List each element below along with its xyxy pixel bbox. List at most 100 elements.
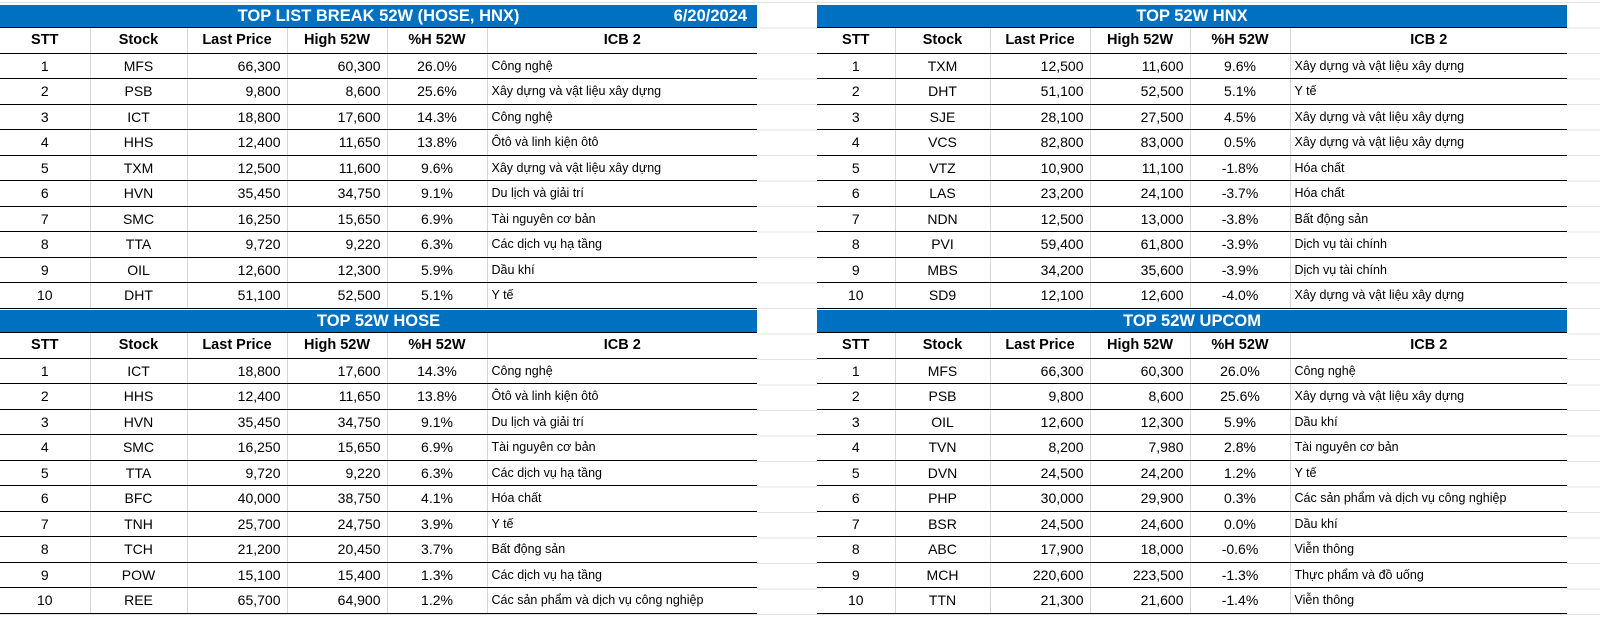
cell-pct-h-52w: 9.1% [386, 180, 487, 207]
cell-last-price: 35,450 [186, 180, 287, 207]
cell-high-52w: 12,300 [1089, 409, 1190, 435]
cell-stock: ICT [89, 358, 187, 384]
cell-stt: 7 [817, 511, 895, 537]
cell-icb2: Viễn thông [1289, 536, 1568, 563]
table-row: 8 TCH 21,200 20,450 3.7% Bất động sản [0, 536, 758, 563]
cell-stock: HVN [89, 409, 187, 435]
cell-high-52w: 12,300 [286, 257, 387, 283]
cell-last-price: 30,000 [989, 485, 1090, 512]
cell-stock: ICT [89, 104, 187, 130]
cell-icb2: Xây dựng và vật liệu xây dựng [1289, 383, 1568, 410]
cell-icb2: Xây dựng và vật liệu xây dựng [1289, 104, 1568, 130]
cell-stt: 10 [0, 587, 90, 614]
cell-last-price: 9,800 [989, 383, 1090, 410]
column-header-stock: Stock [894, 27, 990, 54]
cell-high-52w: 11,100 [1089, 155, 1190, 181]
cell-pct-h-52w: 5.9% [1189, 409, 1290, 435]
cell-stock: MFS [89, 53, 187, 79]
cell-icb2: Bất động sản [1289, 206, 1568, 232]
cell-stock: BSR [894, 511, 990, 537]
cell-stt: 1 [0, 53, 90, 79]
cell-high-52w: 223,500 [1089, 562, 1190, 588]
cell-stock: HHS [89, 383, 187, 410]
table-row: 10 TTN 21,300 21,600 -1.4% Viễn thông [817, 587, 1568, 614]
cell-last-price: 66,300 [186, 53, 287, 79]
cell-last-price: 12,400 [186, 383, 287, 410]
cell-icb2: Hóa chất [1289, 155, 1568, 181]
table-top-hose: TOP 52W HOSE STT Stock Last Price High 52W %H… [0, 310, 758, 614]
cell-icb2: Dịch vụ tài chính [1289, 257, 1568, 283]
table-title-row: TOP 52W HNX [817, 5, 1568, 28]
table-row: 3 OIL 12,600 12,300 5.9% Dầu khí [817, 409, 1568, 435]
cell-stock: PHP [894, 485, 990, 512]
table-row: 9 MBS 34,200 35,600 -3.9% Dịch vụ tài chính [817, 257, 1568, 283]
table-row: 8 ABC 17,900 18,000 -0.6% Viễn thông [817, 536, 1568, 563]
cell-stt: 10 [817, 282, 895, 309]
cell-stt: 6 [0, 180, 90, 207]
cell-stt: 8 [0, 536, 90, 563]
cell-last-price: 24,500 [989, 460, 1090, 486]
cell-high-52w: 9,220 [286, 460, 387, 486]
cell-last-price: 12,500 [186, 155, 287, 181]
cell-stt: 10 [817, 587, 895, 614]
cell-high-52w: 11,600 [286, 155, 387, 181]
table-row: 6 PHP 30,000 29,900 0.3% Các sản phẩm và dịch… [817, 485, 1568, 512]
table-row: 5 DVN 24,500 24,200 1.2% Y tế [817, 460, 1568, 486]
table-row: 1 ICT 18,800 17,600 14.3% Công nghệ [0, 358, 758, 384]
cell-high-52w: 7,980 [1089, 434, 1190, 461]
column-header-pct-h-52w: %H 52W [386, 27, 487, 54]
column-header-row: STT Stock Last Price High 52W %H 52W ICB 2 [817, 27, 1568, 54]
table-title-text: TOP LIST BREAK 52W (HOSE, HNX) [237, 6, 520, 25]
column-header-stt: STT [817, 332, 895, 359]
cell-pct-h-52w: -1.4% [1189, 587, 1290, 614]
table-title: TOP 52W HOSE [0, 310, 758, 333]
cell-last-price: 18,800 [186, 358, 287, 384]
cell-high-52w: 15,650 [286, 206, 387, 232]
cell-stock: TTA [89, 460, 187, 486]
cell-high-52w: 29,900 [1089, 485, 1190, 512]
cell-high-52w: 11,600 [1089, 53, 1190, 79]
cell-stock: TXM [894, 53, 990, 79]
table-title-text: TOP 52W HNX [1136, 6, 1248, 25]
cell-stock: SD9 [894, 282, 990, 309]
cell-icb2: Xây dựng và vật liệu xây dựng [1289, 129, 1568, 156]
table-title-text: TOP 52W HOSE [316, 311, 441, 330]
table-row: 4 VCS 82,800 83,000 0.5% Xây dựng và vật liệu… [817, 129, 1568, 156]
cell-icb2: Bất động sản [486, 536, 758, 563]
table-row: 2 PSB 9,800 8,600 25.6% Xây dựng và vật liệu … [0, 78, 758, 105]
cell-stt: 7 [0, 206, 90, 232]
cell-pct-h-52w: 3.7% [386, 536, 487, 563]
cell-stt: 4 [817, 129, 895, 156]
cell-last-price: 82,800 [989, 129, 1090, 156]
cell-stock: TNH [89, 511, 187, 537]
cell-stt: 1 [0, 358, 90, 384]
cell-stock: PSB [894, 383, 990, 410]
cell-pct-h-52w: 9.6% [386, 155, 487, 181]
cell-stt: 3 [817, 409, 895, 435]
cell-last-price: 12,500 [989, 53, 1090, 79]
cell-icb2: Công nghệ [486, 104, 758, 130]
cell-icb2: Dịch vụ tài chính [1289, 231, 1568, 258]
table-row: 7 NDN 12,500 13,000 -3.8% Bất động sản [817, 206, 1568, 232]
cell-stock: MFS [894, 358, 990, 384]
cell-icb2: Các sản phẩm và dịch vụ công nghiệp [486, 587, 758, 614]
cell-icb2: Hóa chất [486, 485, 758, 512]
cell-last-price: 51,100 [186, 282, 287, 309]
table-row: 3 SJE 28,100 27,500 4.5% Xây dựng và vật liệu… [817, 104, 1568, 130]
column-header-row: STT Stock Last Price High 52W %H 52W ICB 2 [817, 332, 1568, 359]
cell-pct-h-52w: -3.7% [1189, 180, 1290, 207]
cell-stock: MBS [894, 257, 990, 283]
cell-icb2: Du lịch và giải trí [486, 409, 758, 435]
table-title-row: TOP LIST BREAK 52W (HOSE, HNX) 6/20/2024 [0, 5, 758, 28]
cell-last-price: 40,000 [186, 485, 287, 512]
cell-high-52w: 24,750 [286, 511, 387, 537]
column-header-stock: Stock [89, 27, 187, 54]
cell-icb2: Tài nguyên cơ bản [1289, 434, 1568, 461]
column-header-pct-h-52w: %H 52W [386, 332, 487, 359]
cell-pct-h-52w: 5.1% [1189, 78, 1290, 105]
table-row: 8 PVI 59,400 61,800 -3.9% Dịch vụ tài chính [817, 231, 1568, 258]
cell-stt: 4 [0, 129, 90, 156]
cell-icb2: Các dịch vụ hạ tầng [486, 460, 758, 486]
table-row: 1 MFS 66,300 60,300 26.0% Công nghệ [817, 358, 1568, 384]
cell-stock: DVN [894, 460, 990, 486]
